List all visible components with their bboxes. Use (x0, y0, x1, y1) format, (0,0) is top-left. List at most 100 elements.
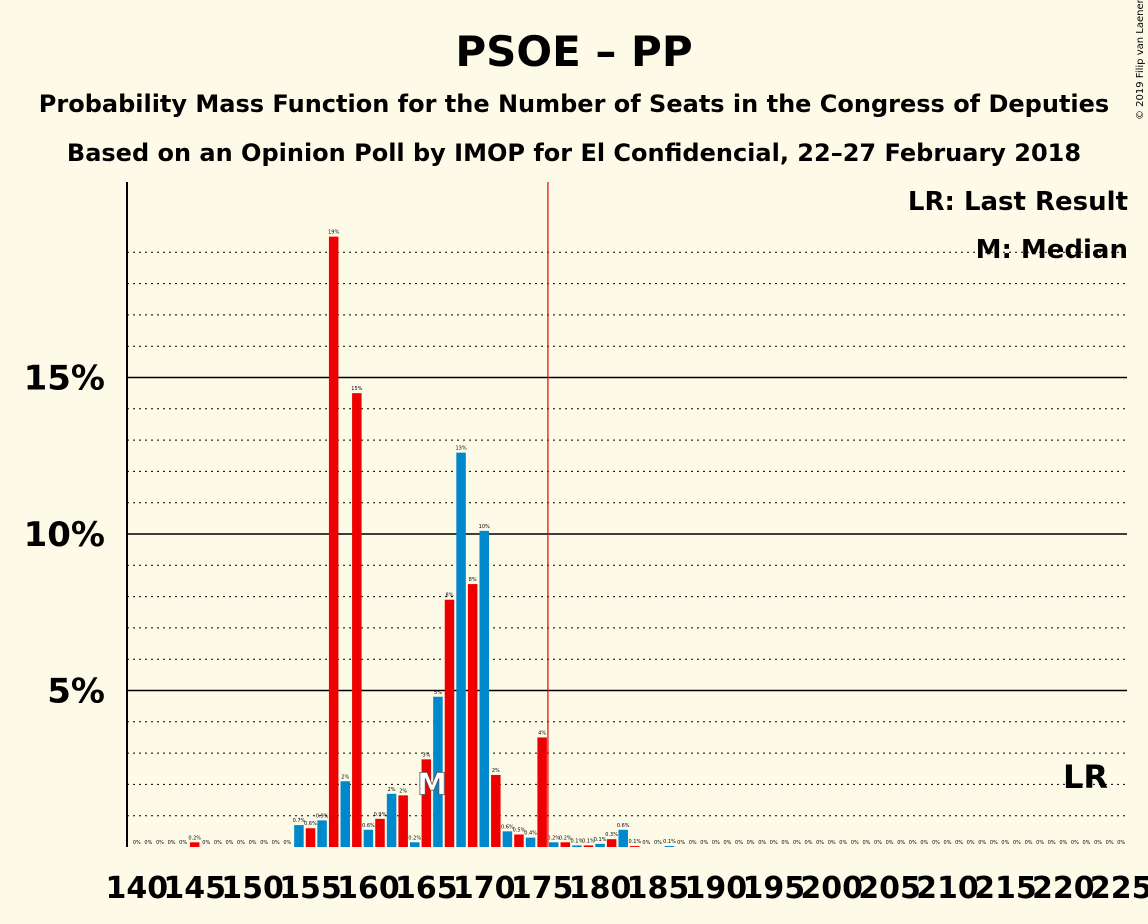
bar-label: 0.9% (316, 813, 329, 819)
bar-label: 0% (932, 840, 940, 846)
bar-label: 0% (689, 840, 697, 846)
bar (433, 696, 443, 847)
bar-label: 0% (1094, 840, 1102, 846)
bar (514, 834, 524, 847)
bar-label: 0.6% (501, 824, 514, 830)
bar-label: 0% (886, 840, 894, 846)
bar-label: 0% (920, 840, 928, 846)
x-tick-label: 160 (337, 871, 400, 906)
bar (618, 829, 628, 847)
bar-label: 3% (422, 752, 430, 758)
bar-label: 0% (828, 840, 836, 846)
chart-subtitle-2: Based on an Opinion Poll by IMOP for El … (67, 139, 1081, 167)
bar-label: 0% (1082, 840, 1090, 846)
bar-label: 0% (272, 840, 280, 846)
x-tick-label: 155 (279, 871, 342, 906)
bar-label: 0% (144, 840, 152, 846)
x-tick-label: 200 (800, 871, 863, 906)
bar (363, 829, 374, 847)
bar-label: 0.1% (594, 837, 607, 843)
bar-label: 0.4% (524, 831, 537, 837)
bar-label: 0% (862, 840, 870, 846)
bar-label: 0.3% (605, 832, 618, 838)
bar-label: 4% (538, 730, 546, 736)
bar (664, 846, 675, 847)
x-tick-label: 150 (221, 871, 284, 906)
bar-label: 0.2% (408, 835, 421, 841)
x-tick-label: 145 (163, 871, 226, 906)
bar-label: 0.6% (304, 821, 317, 827)
bar-label: 0% (1117, 840, 1125, 846)
bar-label: 0% (283, 840, 291, 846)
bar-label: 0% (1048, 840, 1056, 846)
bar-label: 0.2% (188, 835, 201, 841)
x-tick-label: 140 (105, 871, 168, 906)
bar-label: 0% (851, 840, 859, 846)
bar (606, 839, 617, 847)
bar-label: 0% (967, 840, 975, 846)
bar-label: 2% (492, 768, 500, 774)
bar (548, 842, 559, 847)
x-tick-label: 205 (858, 871, 921, 906)
x-tick-label: 185 (627, 871, 690, 906)
bar-label: 0.1% (663, 839, 676, 845)
bar-label: 2% (399, 788, 407, 794)
bar (560, 842, 571, 847)
bar-label: 0% (1106, 840, 1114, 846)
bar-label: 0.2% (559, 835, 572, 841)
bar-label: 0% (747, 840, 755, 846)
bar-label: 0% (735, 840, 743, 846)
bar-label: 0% (202, 840, 210, 846)
bar (444, 599, 455, 847)
bar-label: 0% (874, 840, 882, 846)
bar-label: 0% (805, 840, 813, 846)
bar-label: 0% (897, 840, 905, 846)
bar-label: 0.9% (374, 812, 387, 818)
x-tick-label: 195 (742, 871, 805, 906)
bar-label: 0% (758, 840, 766, 846)
bar-label: 0% (1025, 840, 1033, 846)
bar (305, 828, 316, 847)
bar-label: 0% (1059, 840, 1067, 846)
bar-label: 0.1% (582, 838, 595, 844)
bar-label: 0% (1036, 840, 1044, 846)
gridlines (127, 251, 1127, 817)
bar (328, 236, 339, 847)
bar (467, 584, 478, 847)
bar (421, 759, 432, 847)
bar-label: 0% (1001, 840, 1009, 846)
bar-label: 0% (944, 840, 952, 846)
bar-label: 0% (712, 840, 720, 846)
bar-label: 0% (955, 840, 963, 846)
bar-label: 2% (388, 787, 396, 793)
bar-label: 0% (839, 840, 847, 846)
y-tick-label: 10% (24, 515, 105, 555)
bar-label: 0% (168, 840, 176, 846)
bar-label: 2% (341, 774, 349, 780)
chart-subtitle-1: Probability Mass Function for the Number… (39, 90, 1109, 118)
chart-title: PSOE – PP (455, 27, 692, 76)
x-tick-label: 220 (1032, 871, 1095, 906)
bar (317, 820, 327, 847)
x-tick-label: 210 (916, 871, 979, 906)
bar-label: 0% (214, 840, 222, 846)
bar-label: 0.2% (547, 835, 560, 841)
bar-label: 0.6% (617, 823, 630, 829)
bar (409, 842, 420, 847)
bar (537, 737, 547, 847)
bar (583, 845, 594, 847)
bar-series (189, 236, 675, 847)
bar-label: 8% (469, 577, 477, 583)
bar-label: 0% (770, 840, 778, 846)
last-result-marker: LR (1063, 758, 1108, 796)
legend-last-result: LR: Last Result (908, 187, 1128, 217)
bar (375, 818, 385, 847)
bar (630, 846, 640, 847)
bar-label: 0% (677, 840, 685, 846)
bar-data-labels: 0% 0% 0% 0% 0%0.2%0% 0% 0% 0% 0% 0% 0% 0%0.7%0.6%0.… (133, 230, 1126, 846)
bar-label: 0% (642, 840, 650, 846)
bar (479, 530, 489, 847)
bar-label: 0.7% (293, 818, 306, 824)
bar-label: 5% (434, 690, 442, 696)
bar (491, 775, 501, 847)
